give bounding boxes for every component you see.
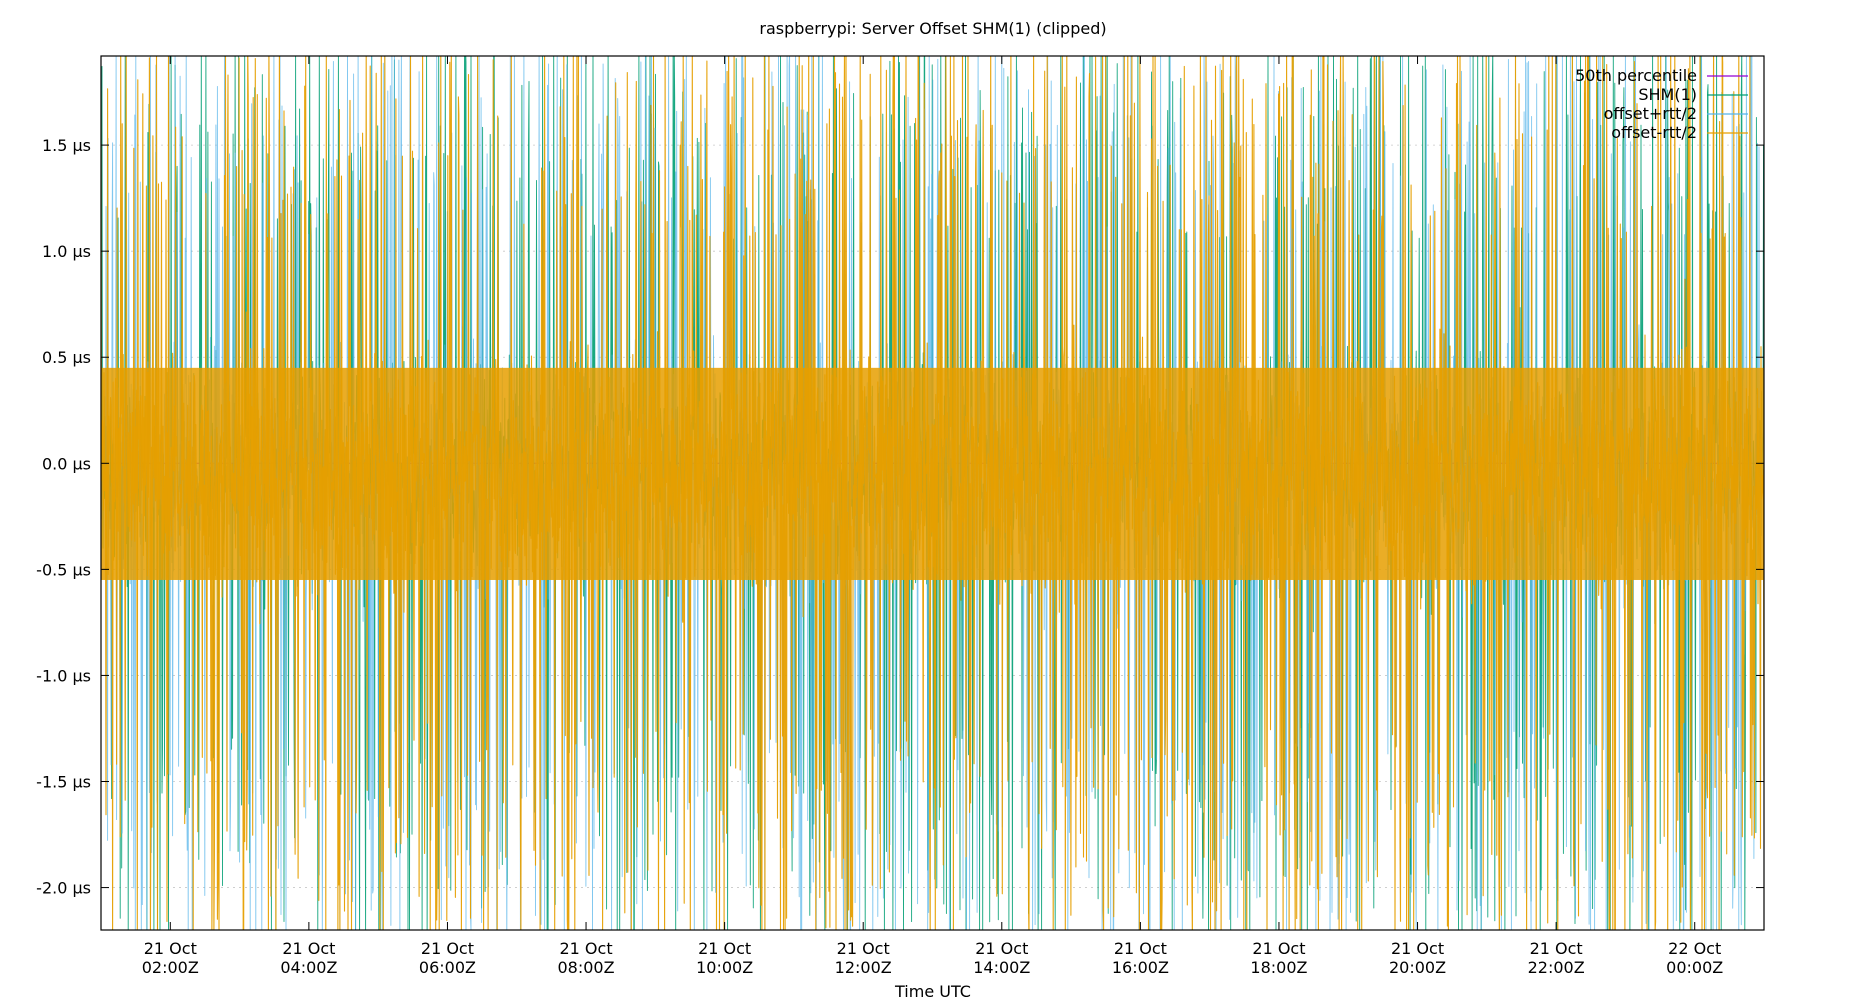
x-tick-label-date: 21 Oct bbox=[1530, 939, 1583, 958]
legend-label-2: offset+rtt/2 bbox=[1604, 104, 1697, 123]
x-tick-label-time: 22:00Z bbox=[1528, 958, 1585, 977]
y-tick-label: 0.5 µs bbox=[42, 348, 91, 367]
x-tick-label-time: 02:00Z bbox=[142, 958, 199, 977]
plot-frame bbox=[100, 55, 1765, 931]
x-tick-label-time: 08:00Z bbox=[558, 958, 615, 977]
x-tick-label-date: 21 Oct bbox=[282, 939, 335, 958]
x-tick-label-time: 14:00Z bbox=[973, 958, 1030, 977]
y-axis: 1.5 µs 1.0 µs 0.5 µs 0.0 µs -0.5 µs -1.0 µs -1… bbox=[36, 136, 1764, 898]
series-3 bbox=[101, 56, 1764, 930]
legend-label-0: 50th percentile bbox=[1575, 66, 1697, 85]
x-tick-label-date: 22 Oct bbox=[1668, 939, 1721, 958]
x-tick-label-date: 21 Oct bbox=[421, 939, 474, 958]
x-tick-label-date: 21 Oct bbox=[837, 939, 890, 958]
x-tick-label-time: 00:00Z bbox=[1666, 958, 1723, 977]
x-tick-label-time: 06:00Z bbox=[419, 958, 476, 977]
legend-label-3: offset-rtt/2 bbox=[1611, 123, 1697, 142]
x-tick-label-date: 21 Oct bbox=[1114, 939, 1167, 958]
legend-label-1: SHM(1) bbox=[1638, 85, 1697, 104]
x-tick-label-date: 21 Oct bbox=[1391, 939, 1444, 958]
x-tick-label-date: 21 Oct bbox=[975, 939, 1028, 958]
y-tick-label: -1.0 µs bbox=[36, 666, 91, 685]
x-tick-label-time: 04:00Z bbox=[280, 958, 337, 977]
y-tick-label: -1.5 µs bbox=[36, 773, 91, 792]
series-layer bbox=[101, 56, 1764, 930]
y-tick-label: 1.0 µs bbox=[42, 242, 91, 261]
y-tick-label: 1.5 µs bbox=[42, 136, 91, 155]
x-tick-label-time: 16:00Z bbox=[1112, 958, 1169, 977]
y-tick-label: 0.0 µs bbox=[42, 454, 91, 473]
x-tick-label-date: 21 Oct bbox=[698, 939, 751, 958]
x-tick-label-date: 21 Oct bbox=[1252, 939, 1305, 958]
legend: 50th percentileSHM(1)offset+rtt/2offset-… bbox=[1575, 66, 1748, 142]
x-tick-label-date: 21 Oct bbox=[144, 939, 197, 958]
x-tick-label-date: 21 Oct bbox=[559, 939, 612, 958]
x-tick-label-time: 18:00Z bbox=[1250, 958, 1307, 977]
y-tick-label: -2.0 µs bbox=[36, 879, 91, 898]
x-tick-label-time: 20:00Z bbox=[1389, 958, 1446, 977]
y-tick-label: -0.5 µs bbox=[36, 560, 91, 579]
x-tick-label-time: 10:00Z bbox=[696, 958, 753, 977]
series-line-3 bbox=[101, 56, 1764, 930]
x-tick-label-time: 12:00Z bbox=[835, 958, 892, 977]
chart-title: raspberrypi: Server Offset SHM(1) (clipp… bbox=[759, 19, 1106, 38]
x-axis-label: Time UTC bbox=[894, 982, 971, 1000]
